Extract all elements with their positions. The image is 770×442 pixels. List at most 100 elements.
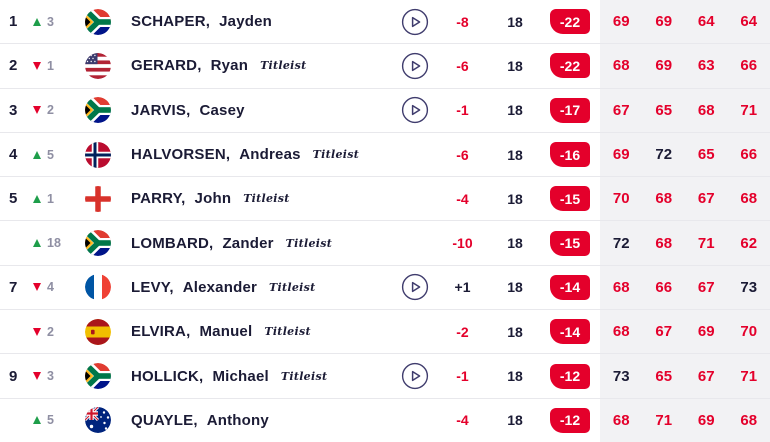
- player-name: GERARD, Ryan Titleist: [122, 44, 395, 87]
- leaderboard-row[interactable]: 4 5 HALVORSEN, Andreas Titleist -6 18 -1…: [0, 132, 770, 178]
- player-first-name: Anthony: [206, 411, 269, 429]
- round-score: 69: [655, 57, 673, 75]
- total-score-badge: -12: [550, 407, 590, 433]
- leaderboard-row[interactable]: 5 QUAYLE, Anthony -4 18 -12 68 71 69 68: [0, 398, 770, 442]
- round-score: 70: [740, 323, 758, 341]
- play-video-button[interactable]: [395, 354, 435, 397]
- movement-arrow-icon: [33, 17, 41, 26]
- position: 5: [9, 190, 18, 208]
- movement-arrow-icon: [33, 327, 41, 336]
- leaderboard-row[interactable]: 5 1 PARRY, John Titleist -4 18 -15 70 68…: [0, 177, 770, 222]
- play-video-button[interactable]: [395, 266, 435, 309]
- country-flag-icon: [74, 89, 122, 132]
- round-score: 68: [655, 234, 673, 252]
- round-score: 71: [740, 101, 758, 119]
- round-score: 68: [612, 323, 630, 341]
- thru-holes: 18: [507, 102, 523, 119]
- movement-value: 3: [47, 369, 54, 384]
- movement-value: 5: [47, 147, 54, 162]
- country-flag-icon: [74, 221, 122, 264]
- player-last-name: SCHAPER,: [131, 13, 211, 31]
- player-name: SCHAPER, Jayden: [122, 0, 395, 43]
- position: [0, 399, 30, 442]
- player-name: HALVORSEN, Andreas Titleist: [122, 133, 395, 176]
- thru-holes: 18: [507, 279, 523, 296]
- round-score: 68: [740, 411, 758, 429]
- round-score: 66: [740, 57, 758, 75]
- round-score: 63: [697, 57, 715, 75]
- play-video-button[interactable]: [395, 44, 435, 87]
- play-video-button[interactable]: [395, 0, 435, 43]
- titleist-brand-logo: Titleist: [243, 192, 290, 206]
- round-score: 67: [612, 101, 630, 119]
- player-last-name: LOMBARD,: [131, 234, 214, 252]
- round-score: 66: [740, 146, 758, 164]
- leaderboard-row[interactable]: 1 3 SCHAPER, Jayden -8 18 -22 69 69 64 6…: [0, 0, 770, 45]
- round-score: 71: [655, 411, 673, 429]
- player-name: LEVY, Alexander Titleist: [122, 266, 395, 309]
- leaderboard-row[interactable]: 2 ELVIRA, Manuel Titleist -2 18 -14 68 6…: [0, 310, 770, 355]
- position: 3: [9, 101, 18, 119]
- player-last-name: HOLLICK,: [131, 367, 204, 385]
- total-score-badge: -16: [550, 142, 590, 168]
- round-score: 69: [697, 411, 715, 429]
- movement-value: 18: [47, 236, 61, 251]
- player-name: PARRY, John Titleist: [122, 177, 395, 220]
- today-score: -4: [456, 412, 469, 429]
- movement-arrow-icon: [33, 416, 41, 425]
- movement-value: 2: [47, 324, 54, 339]
- country-flag-icon: [74, 133, 122, 176]
- movement-arrow-icon: [33, 150, 41, 159]
- movement-value: 5: [47, 413, 54, 428]
- movement-value: 4: [47, 280, 54, 295]
- movement-value: 2: [47, 103, 54, 118]
- total-score-badge: -22: [550, 53, 590, 79]
- player-name: JARVIS, Casey: [122, 89, 395, 132]
- today-score: -2: [456, 323, 469, 340]
- country-flag-icon: [74, 310, 122, 353]
- leaderboard-row[interactable]: 3 2 JARVIS, Casey -1 18 -17 67 65 68 71: [0, 88, 770, 133]
- round-score: 68: [740, 190, 758, 208]
- today-score: -6: [456, 57, 469, 74]
- position: 4: [9, 146, 18, 164]
- titleist-brand-logo: Titleist: [269, 280, 316, 294]
- leaderboard-row[interactable]: 7 4 LEVY, Alexander Titleist +1 18 -14 6…: [0, 265, 770, 311]
- movement-arrow-icon: [33, 283, 41, 292]
- country-flag-icon: [74, 0, 122, 43]
- position: 2: [9, 57, 18, 75]
- position-change: 4: [30, 266, 74, 309]
- today-score: -6: [456, 146, 469, 163]
- player-first-name: Casey: [199, 101, 245, 119]
- player-last-name: LEVY,: [131, 278, 174, 296]
- today-score: -1: [456, 102, 469, 119]
- round-score: 68: [612, 57, 630, 75]
- round-score: 72: [612, 234, 630, 252]
- round-score: 64: [697, 13, 715, 31]
- leaderboard-row[interactable]: 18 LOMBARD, Zander Titleist -10 18 -15 7…: [0, 221, 770, 266]
- play-icon: [401, 274, 429, 301]
- round-scores: 68 69 63 66: [600, 44, 770, 88]
- thru-holes: 18: [507, 235, 523, 252]
- play-icon: [401, 8, 429, 35]
- play-icon: [401, 52, 429, 80]
- total-score-badge: -12: [550, 363, 590, 389]
- country-flag-icon: [74, 177, 122, 220]
- round-score: 68: [612, 411, 630, 429]
- total-score-badge: -17: [550, 97, 590, 123]
- country-flag-icon: [74, 354, 122, 397]
- total-score-badge: -14: [550, 274, 590, 300]
- position-change: 2: [30, 89, 74, 132]
- play-video-button[interactable]: [395, 89, 435, 132]
- leaderboard-row[interactable]: 9 3 HOLLICK, Michael Titleist -1 18 -12 …: [0, 354, 770, 399]
- today-score: -4: [456, 190, 469, 207]
- round-score: 67: [697, 278, 715, 296]
- play-icon: [401, 97, 429, 124]
- round-score: 67: [697, 367, 715, 385]
- country-flag-icon: [74, 399, 122, 442]
- position-change: 3: [30, 0, 74, 43]
- player-last-name: QUAYLE,: [131, 411, 198, 429]
- leaderboard-row[interactable]: 2 1 GERARD, Ryan Titleist -6 18 -22 68 6…: [0, 44, 770, 89]
- country-flag-icon: [74, 266, 122, 309]
- round-score: 72: [655, 146, 673, 164]
- player-last-name: JARVIS,: [131, 101, 191, 119]
